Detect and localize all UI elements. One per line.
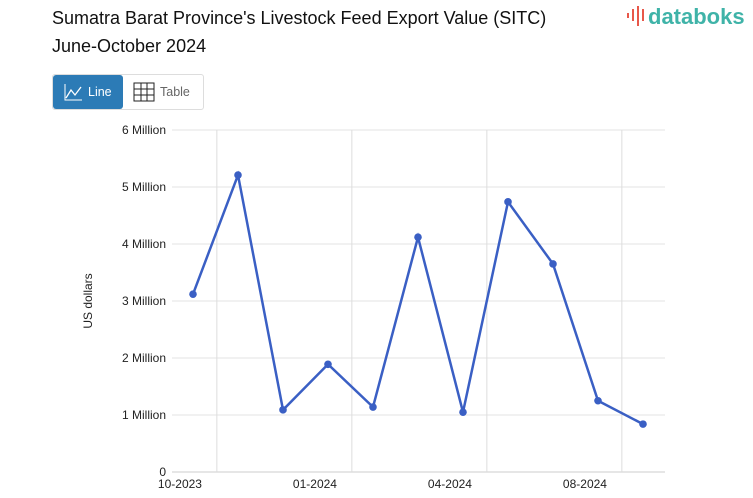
- data-point[interactable]: [594, 396, 602, 405]
- y-tick-label: 0: [159, 465, 166, 479]
- view-toggle: Line Table: [52, 74, 204, 110]
- table-grid-icon: [133, 82, 155, 102]
- data-point[interactable]: [504, 198, 512, 206]
- data-point[interactable]: [459, 408, 467, 416]
- y-tick-label: 3 Million: [122, 294, 166, 308]
- data-point[interactable]: [639, 420, 647, 428]
- data-point[interactable]: [279, 406, 287, 414]
- y-tick-label: 4 Million: [122, 237, 166, 251]
- title-line-1: Sumatra Barat Province's Livestock Feed …: [52, 8, 547, 28]
- data-point[interactable]: [324, 360, 332, 369]
- table-view-button[interactable]: Table: [123, 75, 200, 109]
- logo-bars-icon: [627, 6, 644, 26]
- y-axis-label: US dollars: [81, 273, 95, 328]
- x-tick-label: 10-2023: [158, 477, 202, 491]
- y-tick-label: 6 Million: [122, 123, 166, 137]
- databoks-logo: databoks: [626, 4, 745, 30]
- x-tick-label: 08-2024: [563, 477, 607, 491]
- y-tick-label: 1 Million: [122, 408, 166, 422]
- line-label: Line: [88, 85, 112, 99]
- chart-title: Sumatra Barat Province's Livestock Feed …: [52, 4, 546, 60]
- logo-text: databoks: [648, 4, 745, 29]
- x-tick-label: 04-2024: [428, 477, 472, 491]
- line-view-button[interactable]: Line: [53, 75, 123, 109]
- title-line-2: June-October 2024: [52, 36, 207, 56]
- data-point[interactable]: [414, 233, 422, 241]
- series-line: [191, 170, 644, 426]
- line-chart-icon: [64, 84, 82, 101]
- table-label: Table: [160, 85, 190, 99]
- x-tick-label: 01-2024: [293, 477, 337, 491]
- data-point[interactable]: [369, 403, 377, 411]
- data-point[interactable]: [189, 290, 197, 298]
- data-point[interactable]: [234, 171, 242, 179]
- y-tick-label: 2 Million: [122, 351, 166, 365]
- data-point[interactable]: [549, 260, 557, 268]
- y-tick-label: 5 Million: [122, 180, 166, 194]
